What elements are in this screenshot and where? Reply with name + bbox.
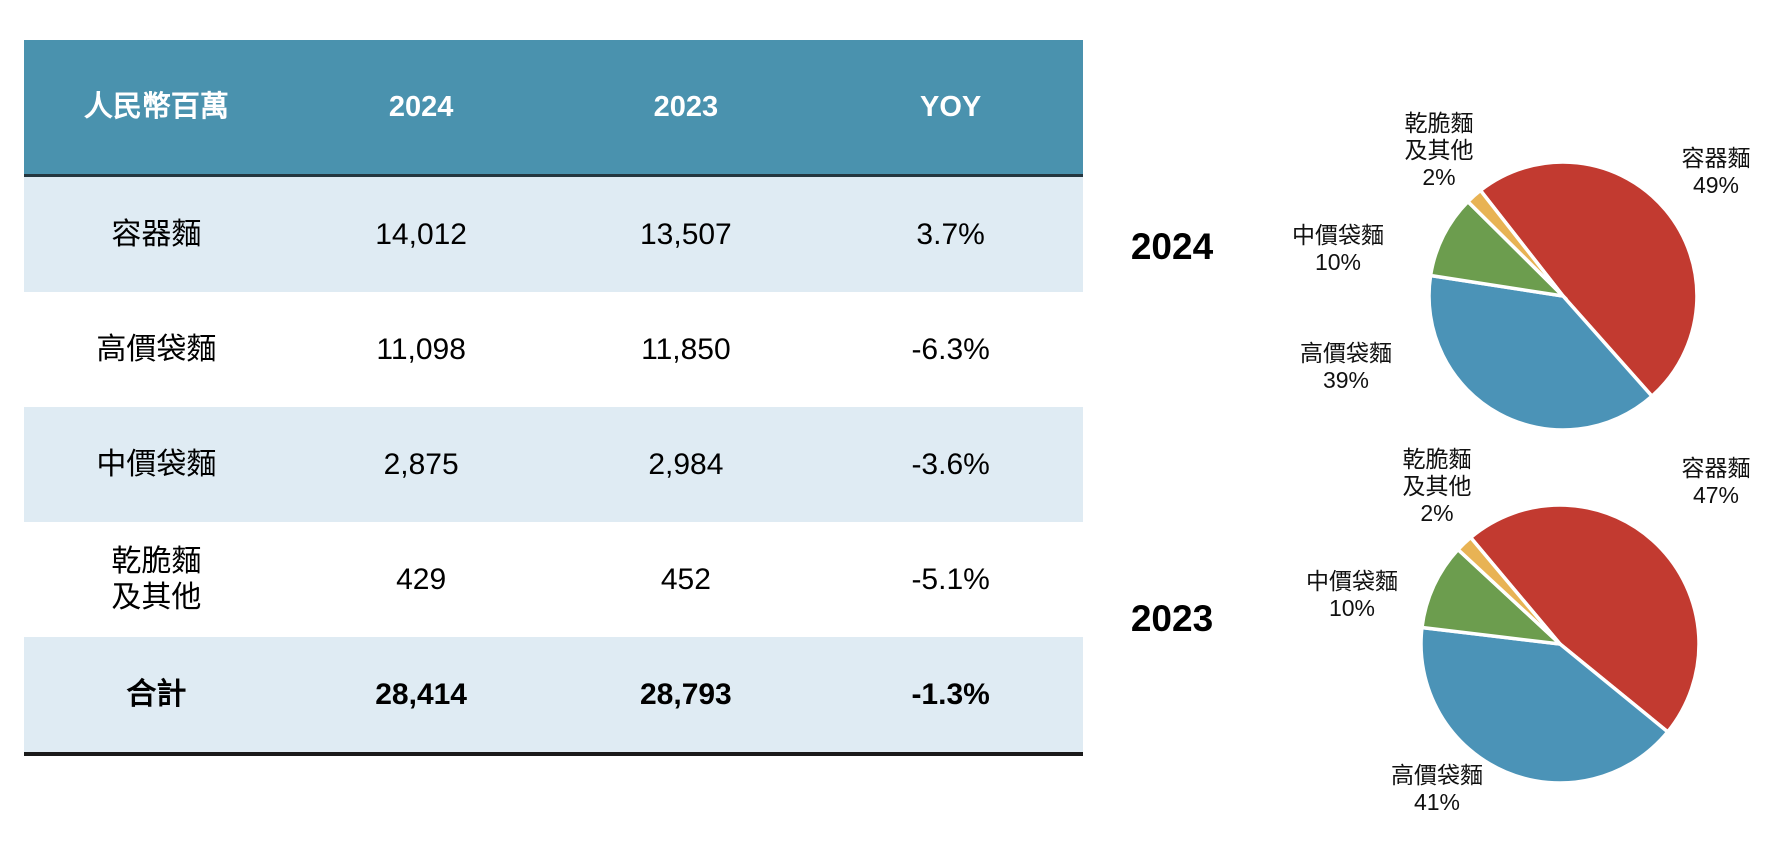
table-header-row: 人民幣百萬 2024 2023 YOY — [24, 40, 1083, 177]
header-2023: 2023 — [653, 91, 719, 123]
value-2024: 2,875 — [383, 447, 459, 481]
pie-2023-label-high-price-bag: 高價袋麵 41% — [1391, 762, 1483, 815]
pie-2023-label-mid-price-bag: 中價袋麵 10% — [1306, 568, 1398, 621]
revenue-table: 人民幣百萬 2024 2023 YOY 容器麵 14,012 13,507 3.… — [24, 40, 1083, 756]
value-2023: 452 — [660, 562, 711, 596]
row-label: 中價袋麵 — [96, 447, 217, 481]
pie-2024-label-mid-price-bag: 中價袋麵 10% — [1292, 222, 1384, 275]
row-label: 高價袋麵 — [96, 332, 217, 366]
pie-slice-高價袋麵 — [1427, 273, 1655, 432]
value-2024: 11,098 — [376, 332, 466, 366]
pie-slice-容器麵 — [1478, 160, 1699, 399]
pie-slice-乾脆麵及其他 — [1455, 535, 1562, 646]
pie-2023-label-crispy-and-others: 乾脆麵 及其他 2% — [1402, 446, 1472, 526]
value-yoy: 3.7% — [916, 217, 985, 251]
value-2023: 2,984 — [648, 447, 724, 481]
value-yoy: -1.3% — [911, 677, 990, 711]
header-2024: 2024 — [388, 91, 454, 123]
header-rmb-millions: 人民幣百萬 — [83, 91, 229, 123]
pie-2023-title: 2023 — [1130, 598, 1214, 639]
pie-chart-2023 — [1420, 504, 1700, 784]
pie-2023-label-container-noodles: 容器麵 47% — [1681, 455, 1751, 508]
pie-slice-高價袋麵 — [1420, 625, 1671, 784]
value-yoy: -5.1% — [911, 562, 990, 596]
pie-2024-label-high-price-bag: 高價袋麵 39% — [1300, 340, 1392, 393]
value-2023: 28,793 — [639, 677, 732, 711]
table-row-container-noodles: 容器麵 14,012 13,507 3.7% — [24, 177, 1083, 292]
value-2024: 28,414 — [375, 677, 467, 711]
value-2023: 11,850 — [641, 332, 731, 366]
value-2023: 13,507 — [639, 217, 732, 251]
pie-2024-title: 2024 — [1130, 226, 1214, 267]
pie-2024-label-crispy-and-others: 乾脆麵 及其他 2% — [1404, 110, 1474, 190]
table-row-crispy-and-others: 乾脆麵 及其他 429 452 -5.1% — [24, 522, 1083, 637]
row-label: 合計 — [126, 677, 187, 711]
pie-chart-2024 — [1427, 160, 1699, 432]
value-yoy: -3.6% — [911, 447, 990, 481]
row-label: 容器麵 — [111, 217, 202, 251]
header-yoy: YOY — [920, 91, 982, 123]
row-label: 乾脆麵 及其他 — [111, 544, 202, 614]
value-2024: 429 — [396, 562, 447, 596]
value-yoy: -6.3% — [911, 332, 990, 366]
pie-slice-容器麵 — [1468, 504, 1700, 735]
table-row-mid-price-bag: 中價袋麵 2,875 2,984 -3.6% — [24, 407, 1083, 522]
pie-2024-label-container-noodles: 容器麵 49% — [1681, 145, 1751, 198]
value-2024: 14,012 — [375, 217, 467, 251]
pie-slice-乾脆麵及其他 — [1465, 187, 1565, 298]
table-row-high-price-bag: 高價袋麵 11,098 11,850 -6.3% — [24, 292, 1083, 407]
table-row-total: 合計 28,414 28,793 -1.3% — [24, 637, 1083, 752]
